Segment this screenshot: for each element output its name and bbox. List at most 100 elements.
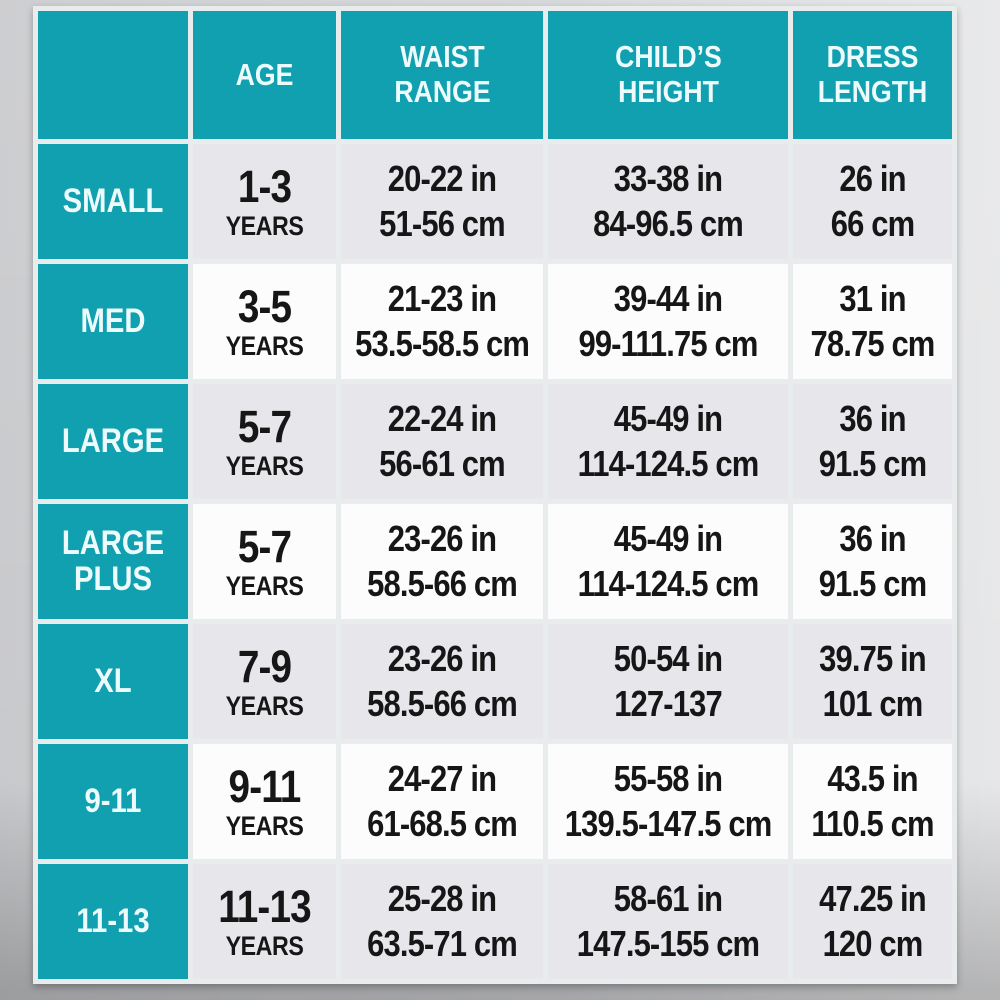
age-value: 5-7 <box>237 520 292 572</box>
age-cell: 5-7 YEARS <box>193 504 336 619</box>
size-label: LARGE <box>38 384 188 499</box>
height-cm: 84-96.5 cm <box>593 202 744 244</box>
height-cm: 99-111.75 cm <box>578 322 758 364</box>
table-header: AGE WAIST RANGE CHILD’S HEIGHT DRESS LEN… <box>38 11 952 139</box>
waist-cm: 56-61 cm <box>379 442 506 484</box>
height-inches: 45-49 in <box>613 397 723 439</box>
height-inches: 55-58 in <box>613 757 723 799</box>
height-cell: 50-54 in 127-137 <box>548 624 788 739</box>
size-chart-table: AGE WAIST RANGE CHILD’S HEIGHT DRESS LEN… <box>33 6 957 984</box>
size-label: LARGE PLUS <box>38 504 188 619</box>
age-value: 11-13 <box>218 880 311 932</box>
height-cell: 45-49 in 114-124.5 cm <box>548 504 788 619</box>
header-cell-dress-length: DRESS LENGTH <box>793 11 952 139</box>
age-unit: YEARS <box>225 450 304 481</box>
height-cm: 127-137 <box>614 682 722 724</box>
waist-cm: 63.5-71 cm <box>367 922 518 964</box>
table-body: SMALL 1-3 YEARS 20-22 in 51-56 cm 33-38 in… <box>38 144 952 979</box>
age-value: 9-11 <box>228 760 302 812</box>
age-cell: 1-3 YEARS <box>193 144 336 259</box>
waist-cm: 51-56 cm <box>379 202 506 244</box>
height-inches: 45-49 in <box>613 517 723 559</box>
dress-cell: 36 in 91.5 cm <box>793 384 952 499</box>
height-cm: 139.5-147.5 cm <box>564 802 772 844</box>
age-unit: YEARS <box>225 930 304 961</box>
waist-inches: 23-26 in <box>387 517 497 559</box>
waist-cell: 23-26 in 58.5-66 cm <box>341 624 543 739</box>
waist-cm: 58.5-66 cm <box>367 682 518 724</box>
header-cell-childs-height: CHILD’S HEIGHT <box>548 11 788 139</box>
table-row-large-plus: LARGE PLUS 5-7 YEARS 23-26 in 58.5-66 cm 4… <box>38 504 952 619</box>
size-label: 9-11 <box>38 744 188 859</box>
dress-inches: 36 in <box>839 397 906 439</box>
age-value: 5-7 <box>237 400 292 452</box>
age-value: 1-3 <box>237 160 292 212</box>
dress-cell: 43.5 in 110.5 cm <box>793 744 952 859</box>
height-cell: 45-49 in 114-124.5 cm <box>548 384 788 499</box>
waist-inches: 25-28 in <box>387 877 497 919</box>
waist-inches: 23-26 in <box>387 637 497 679</box>
table-row-med: MED 3-5 YEARS 21-23 in 53.5-58.5 cm 39-44 … <box>38 264 952 379</box>
size-label: 11-13 <box>38 864 188 979</box>
size-label: XL <box>38 624 188 739</box>
size-label-text: LARGE PLUS <box>61 524 165 598</box>
header-dress-length-label: DRESS LENGTH <box>817 39 928 109</box>
age-value: 3-5 <box>237 280 292 332</box>
age-unit: YEARS <box>225 210 304 241</box>
waist-inches: 22-24 in <box>387 397 497 439</box>
corner-cell <box>38 11 188 139</box>
age-cell: 7-9 YEARS <box>193 624 336 739</box>
header-waist-range-label: WAIST RANGE <box>393 39 491 109</box>
waist-cell: 20-22 in 51-56 cm <box>341 144 543 259</box>
height-cm: 147.5-155 cm <box>576 922 760 964</box>
table-row-9-11: 9-11 9-11 YEARS 24-27 in 61-68.5 cm 55-58 … <box>38 744 952 859</box>
dress-cell: 31 in 78.75 cm <box>793 264 952 379</box>
size-label-text: XL <box>94 661 132 700</box>
dress-inches: 47.25 in <box>819 877 927 919</box>
dress-cell: 26 in 66 cm <box>793 144 952 259</box>
waist-inches: 21-23 in <box>387 277 497 319</box>
height-cm: 114-124.5 cm <box>577 442 760 484</box>
dress-cell: 36 in 91.5 cm <box>793 504 952 619</box>
size-label-text: SMALL <box>62 181 164 220</box>
table-row-large: LARGE 5-7 YEARS 22-24 in 56-61 cm 45-49 in… <box>38 384 952 499</box>
height-inches: 58-61 in <box>613 877 723 919</box>
dress-cell: 39.75 in 101 cm <box>793 624 952 739</box>
waist-cell: 22-24 in 56-61 cm <box>341 384 543 499</box>
waist-cm: 53.5-58.5 cm <box>355 322 530 364</box>
dress-inches: 26 in <box>839 157 906 199</box>
height-inches: 50-54 in <box>613 637 723 679</box>
header-cell-age: AGE <box>193 11 336 139</box>
dress-cm: 78.75 cm <box>810 322 936 364</box>
height-cell: 55-58 in 139.5-147.5 cm <box>548 744 788 859</box>
height-cm: 114-124.5 cm <box>577 562 760 604</box>
waist-cm: 58.5-66 cm <box>367 562 518 604</box>
age-unit: YEARS <box>225 330 304 361</box>
height-inches: 39-44 in <box>613 277 723 319</box>
header-childs-height-label: CHILD’S HEIGHT <box>614 39 722 109</box>
dress-inches: 39.75 in <box>819 637 927 679</box>
header-age-label: AGE <box>235 56 294 92</box>
dress-cm: 91.5 cm <box>818 442 927 484</box>
dress-cell: 47.25 in 120 cm <box>793 864 952 979</box>
dress-cm: 66 cm <box>830 202 915 244</box>
dress-inches: 31 in <box>839 277 906 319</box>
age-unit: YEARS <box>225 570 304 601</box>
waist-cm: 61-68.5 cm <box>367 802 518 844</box>
height-cell: 33-38 in 84-96.5 cm <box>548 144 788 259</box>
size-label-text: MED <box>80 301 146 340</box>
table-row-11-13: 11-13 11-13 YEARS 25-28 in 63.5-71 cm 58-6… <box>38 864 952 979</box>
dress-cm: 91.5 cm <box>818 562 927 604</box>
age-unit: YEARS <box>225 810 304 841</box>
age-cell: 11-13 YEARS <box>193 864 336 979</box>
height-cell: 39-44 in 99-111.75 cm <box>548 264 788 379</box>
waist-cell: 25-28 in 63.5-71 cm <box>341 864 543 979</box>
waist-inches: 20-22 in <box>387 157 497 199</box>
size-label: MED <box>38 264 188 379</box>
header-row: AGE WAIST RANGE CHILD’S HEIGHT DRESS LEN… <box>38 11 952 139</box>
dress-cm: 101 cm <box>822 682 924 724</box>
table-row-small: SMALL 1-3 YEARS 20-22 in 51-56 cm 33-38 in… <box>38 144 952 259</box>
dress-inches: 43.5 in <box>827 757 918 799</box>
age-cell: 5-7 YEARS <box>193 384 336 499</box>
